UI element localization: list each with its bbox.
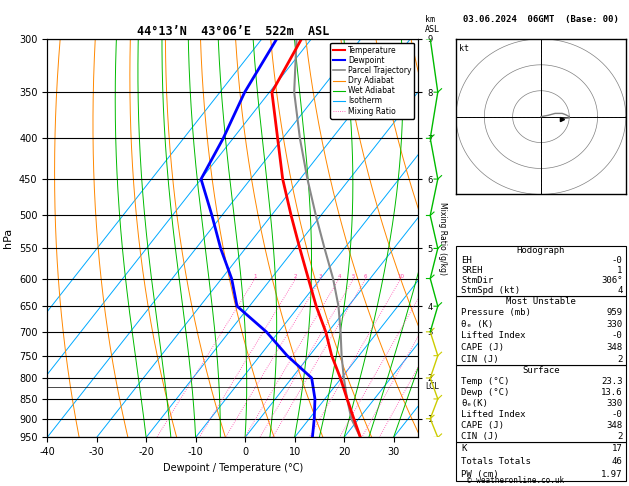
Text: -0: -0	[612, 331, 623, 340]
Text: K: K	[461, 444, 467, 453]
X-axis label: Dewpoint / Temperature (°C): Dewpoint / Temperature (°C)	[163, 463, 303, 473]
Text: CIN (J): CIN (J)	[461, 354, 499, 364]
Text: -0: -0	[612, 256, 623, 265]
Text: 6: 6	[364, 274, 367, 278]
Text: 23.3: 23.3	[601, 377, 623, 386]
Text: 3: 3	[319, 274, 323, 278]
Text: 348: 348	[606, 421, 623, 430]
Text: -0: -0	[612, 410, 623, 419]
Text: Dewp (°C): Dewp (°C)	[461, 388, 509, 397]
Text: 2: 2	[617, 354, 623, 364]
Text: PW (cm): PW (cm)	[461, 470, 499, 479]
Y-axis label: Mixing Ratio (g/kg): Mixing Ratio (g/kg)	[438, 202, 447, 275]
Text: CIN (J): CIN (J)	[461, 433, 499, 441]
Bar	[456, 365, 626, 442]
Text: Temp (°C): Temp (°C)	[461, 377, 509, 386]
Text: EH: EH	[461, 256, 472, 265]
Text: 330: 330	[606, 399, 623, 408]
Text: 306°: 306°	[601, 276, 623, 285]
Text: Pressure (mb): Pressure (mb)	[461, 308, 531, 317]
Text: CAPE (J): CAPE (J)	[461, 343, 504, 352]
Text: StmDir: StmDir	[461, 276, 493, 285]
Title: 44°13’N  43°06’E  522m  ASL: 44°13’N 43°06’E 522m ASL	[136, 25, 329, 38]
Text: km
ASL: km ASL	[425, 15, 440, 34]
Text: Hodograph: Hodograph	[517, 246, 565, 255]
Text: 2: 2	[294, 274, 298, 278]
Text: 4: 4	[337, 274, 341, 278]
Text: 13.6: 13.6	[601, 388, 623, 397]
Text: 5: 5	[352, 274, 355, 278]
Text: kt: kt	[459, 44, 469, 52]
Text: Lifted Index: Lifted Index	[461, 331, 526, 340]
Text: 46: 46	[612, 457, 623, 466]
Text: 330: 330	[606, 320, 623, 329]
Text: θₑ (K): θₑ (K)	[461, 320, 493, 329]
Text: LCL: LCL	[426, 382, 440, 391]
Text: CAPE (J): CAPE (J)	[461, 421, 504, 430]
Bar	[456, 295, 626, 365]
Text: 1: 1	[617, 266, 623, 275]
Text: 4: 4	[617, 286, 623, 295]
Text: 2: 2	[617, 433, 623, 441]
Text: 348: 348	[606, 343, 623, 352]
Text: Most Unstable: Most Unstable	[506, 297, 576, 306]
Text: 03.06.2024  06GMT  (Base: 00): 03.06.2024 06GMT (Base: 00)	[463, 15, 619, 24]
Text: θₑ(K): θₑ(K)	[461, 399, 488, 408]
Text: Surface: Surface	[522, 366, 560, 375]
Text: StmSpd (kt): StmSpd (kt)	[461, 286, 520, 295]
Text: © weatheronline.co.uk: © weatheronline.co.uk	[467, 475, 564, 485]
Text: 17: 17	[612, 444, 623, 453]
Legend: Temperature, Dewpoint, Parcel Trajectory, Dry Adiabat, Wet Adiabat, Isotherm, Mi: Temperature, Dewpoint, Parcel Trajectory…	[330, 43, 415, 119]
Text: Lifted Index: Lifted Index	[461, 410, 526, 419]
Bar	[456, 442, 626, 481]
Bar	[456, 246, 626, 295]
Text: 1.97: 1.97	[601, 470, 623, 479]
Text: Totals Totals: Totals Totals	[461, 457, 531, 466]
Text: SREH: SREH	[461, 266, 482, 275]
Text: 959: 959	[606, 308, 623, 317]
Text: 1: 1	[253, 274, 257, 278]
Y-axis label: hPa: hPa	[3, 228, 13, 248]
Text: 10: 10	[398, 274, 404, 278]
